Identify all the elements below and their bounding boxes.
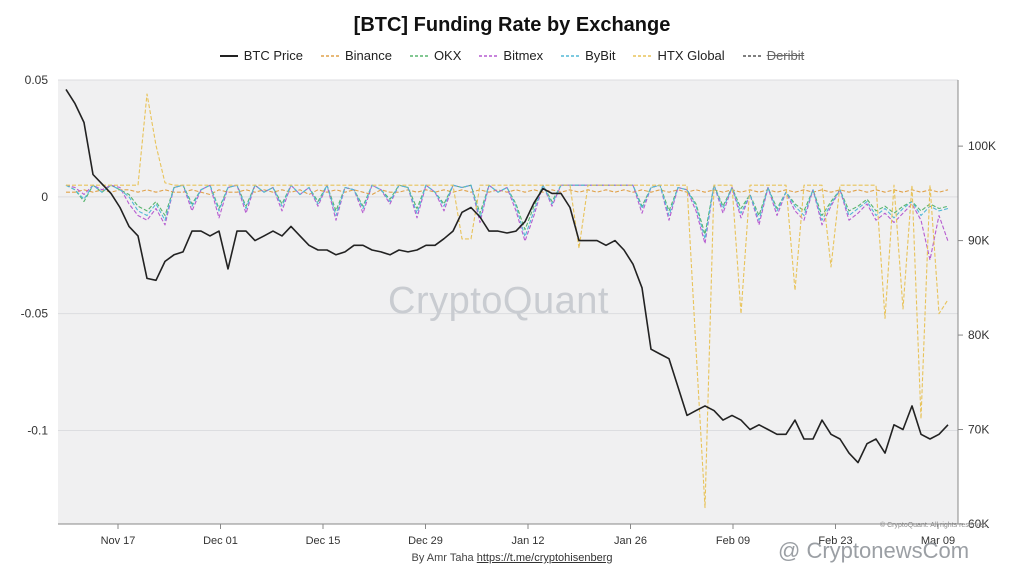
legend-item-binance[interactable]: Binance xyxy=(320,48,392,63)
x-tick-4: Jan 12 xyxy=(511,535,544,547)
y-right-tick-3: 70K xyxy=(968,423,989,437)
legend-label-bybit: ByBit xyxy=(585,48,616,63)
footer: By Amr Taha https://t.me/cryptohisenberg xyxy=(0,552,1024,564)
legend-item-okx[interactable]: OKX xyxy=(409,48,462,63)
y-left-tick-3: -0.1 xyxy=(27,424,48,438)
copyright-note: © CryptoQuant. All rights reserved xyxy=(880,522,987,529)
footer-author: By Amr Taha xyxy=(411,552,474,564)
y-right-tick-2: 80K xyxy=(968,328,989,342)
legend-label-okx: OKX xyxy=(433,48,462,63)
y-left-tick-2: -0.05 xyxy=(21,307,49,321)
legend-label-binance: Binance xyxy=(344,48,392,63)
x-tick-5: Jan 26 xyxy=(614,535,647,547)
legend: BTC Price Binance OKX Bitmex ByBit HTX Global… xyxy=(0,48,1024,63)
x-tick-7: Feb 23 xyxy=(818,535,852,547)
legend-label-btc-price: BTC Price xyxy=(243,48,303,63)
y-right-tick-4: 60K xyxy=(968,517,989,531)
legend-swatch-okx xyxy=(409,54,428,57)
x-tick-3: Dec 29 xyxy=(408,535,443,547)
watermark-cryptonews: @ CryptonewsCom xyxy=(778,538,970,563)
series-line-btc-price xyxy=(65,88,949,464)
legend-swatch-deribit xyxy=(742,54,761,57)
legend-swatch-htx-global xyxy=(633,54,652,57)
legend-item-deribit[interactable]: Deribit xyxy=(742,48,805,63)
legend-label-bitmex: Bitmex xyxy=(503,48,544,63)
x-tick-6: Feb 09 xyxy=(716,535,750,547)
legend-item-htx-global[interactable]: HTX Global xyxy=(633,48,725,63)
chart-title: [BTC] Funding Rate by Exchange xyxy=(353,14,671,36)
x-tick-0: Nov 17 xyxy=(101,535,136,547)
legend-item-bybit[interactable]: ByBit xyxy=(561,48,615,63)
legend-swatch-binance xyxy=(320,54,339,57)
watermark-cryptoquant: CryptoQuant xyxy=(388,280,609,322)
y-left-tick-1: 0 xyxy=(41,190,48,204)
y-left-tick-0: 0.05 xyxy=(25,73,49,87)
legend-item-btc-price[interactable]: BTC Price xyxy=(219,48,303,63)
footer-link[interactable]: https://t.me/cryptohisenberg xyxy=(476,552,613,564)
legend-swatch-bitmex xyxy=(479,54,498,57)
legend-item-bitmex[interactable]: Bitmex xyxy=(479,48,543,63)
legend-swatch-btc-price xyxy=(219,54,238,57)
legend-label-deribit: Deribit xyxy=(766,48,805,63)
y-right-tick-1: 90K xyxy=(968,234,989,248)
x-tick-8: Mar 09 xyxy=(921,535,955,547)
legend-swatch-bybit xyxy=(561,54,580,57)
series-line-bybit xyxy=(65,184,949,240)
x-tick-1: Dec 01 xyxy=(203,535,238,547)
x-tick-2: Dec 15 xyxy=(306,535,341,547)
plot-area xyxy=(58,80,958,524)
legend-label-htx-global: HTX Global xyxy=(657,48,725,63)
series-line-htx-global xyxy=(66,93,949,509)
y-right-tick-0: 100K xyxy=(968,139,996,153)
